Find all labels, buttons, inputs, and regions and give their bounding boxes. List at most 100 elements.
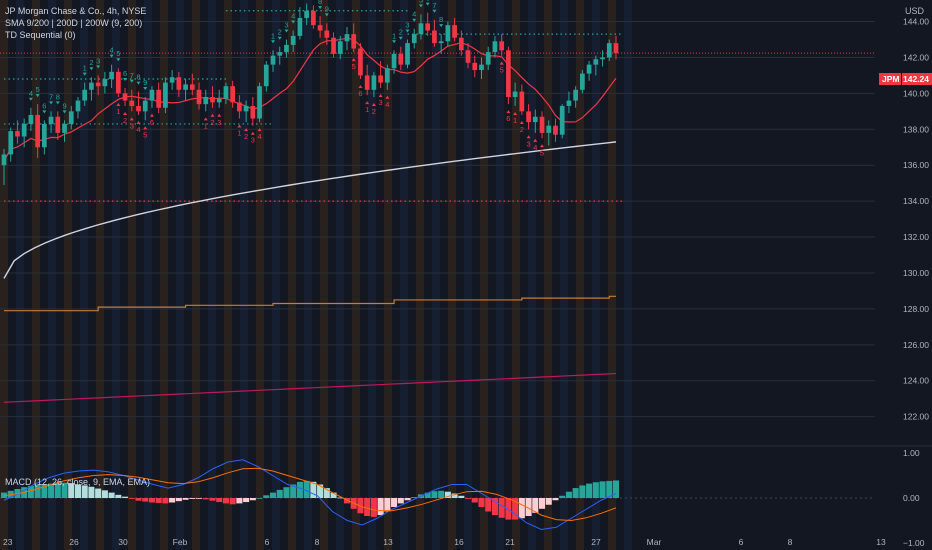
candle-body	[384, 68, 390, 83]
candle-body	[89, 82, 94, 90]
candle-body	[586, 64, 592, 74]
candle-body	[559, 105, 565, 135]
td-sell-marker	[82, 72, 87, 76]
macd-axis-tick: 0.00	[903, 493, 920, 503]
candle-body	[95, 82, 101, 87]
candle-body	[196, 89, 202, 105]
td-buy-marker	[116, 102, 121, 106]
td-sell-marker	[425, 2, 430, 6]
macd-histogram-bar	[364, 498, 371, 516]
candle-body	[156, 89, 162, 108]
td-buy-count: 3	[379, 98, 383, 107]
candle-body	[479, 64, 484, 71]
td-buy-marker	[365, 101, 370, 105]
td-sell-count: 2	[278, 28, 282, 37]
candle-body	[324, 30, 330, 38]
candle-body	[378, 75, 383, 83]
candle-body	[109, 71, 114, 80]
td-sell-count: 9	[325, 4, 329, 13]
macd-histogram-bar	[424, 492, 431, 498]
td-sell-count: 4	[291, 12, 295, 21]
td-sell-marker	[324, 13, 329, 17]
time-bands	[0, 0, 632, 550]
macd-histogram-bar	[498, 498, 505, 518]
candle-body	[169, 77, 175, 83]
candle-body	[371, 75, 377, 90]
session-band	[624, 0, 632, 550]
macd-histogram-bar	[34, 484, 41, 498]
macd-histogram-bar	[491, 498, 498, 516]
td-sell-count: 3	[96, 56, 100, 65]
macd-histogram-bar	[236, 498, 243, 504]
candle-body	[28, 114, 34, 124]
td-buy-marker	[378, 94, 383, 97]
candle-body	[176, 77, 182, 90]
macd-histogram-bar	[88, 486, 95, 498]
candle-body	[391, 53, 397, 69]
td-buy-count: 5	[352, 62, 356, 71]
candle-body	[411, 34, 417, 44]
td-buy-marker	[217, 113, 222, 117]
macd-histogram-bar	[330, 492, 337, 498]
macd-histogram-bar	[182, 498, 189, 500]
td-buy-count: 1	[365, 105, 369, 114]
time-axis-tick: 13	[876, 537, 886, 547]
candle-body	[485, 52, 491, 65]
td-sell-count: 8	[318, 0, 322, 6]
time-axis-tick: Feb	[173, 537, 188, 547]
td-sell-count: 5	[116, 49, 120, 58]
candle-body	[311, 10, 316, 26]
session-band	[176, 0, 184, 550]
candle-body	[358, 48, 363, 76]
macd-histogram-bar	[283, 487, 290, 498]
macd-histogram-bar	[41, 484, 48, 498]
candle-body	[438, 41, 444, 44]
macd-histogram-bar	[155, 498, 162, 503]
candle-body	[337, 41, 343, 54]
candle-body	[445, 25, 451, 42]
candle-body	[15, 131, 20, 137]
session-band	[240, 0, 248, 550]
td-buy-marker	[513, 111, 518, 115]
td-sell-marker	[405, 29, 410, 33]
price-axis-tick: 132.00	[903, 232, 929, 242]
td-sell-count: 5	[419, 0, 423, 4]
price-axis-tick: 124.00	[903, 376, 929, 386]
macd-histogram-bar	[391, 498, 398, 507]
candle-body	[539, 116, 545, 133]
td-buy-count: 5	[500, 66, 504, 75]
macd-histogram-bar	[384, 498, 391, 512]
sma-legend[interactable]: SMA 9/200 | 200D | 200W (9, 200)	[5, 18, 143, 28]
session-band	[336, 0, 344, 550]
price-axis-tick: 140.00	[903, 88, 929, 98]
macd-histogram-bar	[310, 481, 317, 498]
macd-histogram-bar	[565, 491, 572, 498]
macd-histogram-bar	[54, 482, 61, 498]
price-badge: 142.24	[902, 73, 932, 85]
macd-histogram-bar	[505, 498, 512, 520]
candle-body	[297, 17, 303, 36]
session-band	[544, 0, 552, 550]
price-axis-tick: 126.00	[903, 340, 929, 350]
time-axis-tick: 16	[454, 537, 464, 547]
td-sell-count: 6	[123, 69, 127, 78]
session-band	[464, 0, 472, 550]
macd-histogram-bar	[404, 498, 411, 501]
candle-body	[210, 96, 215, 103]
macd-histogram-bar	[438, 490, 445, 498]
candle-body	[142, 100, 148, 112]
session-band	[512, 0, 520, 550]
candle-body	[41, 123, 47, 148]
candle-body	[317, 25, 323, 31]
sma200w-line	[3, 372, 617, 403]
td-legend[interactable]: TD Sequential (0)	[5, 30, 76, 40]
price-axis-tick: 136.00	[903, 160, 929, 170]
td-buy-marker	[237, 124, 242, 128]
gridlines	[0, 21, 875, 418]
sma200d-line	[4, 295, 616, 312]
td-sell-count: 9	[143, 78, 147, 87]
td-sequential-labels: 4567891234567891234567891234567812345612…	[29, 0, 544, 157]
candle-body	[425, 23, 431, 31]
macd-legend[interactable]: MACD (12, 26, close, 9, EMA, EMA)	[5, 477, 151, 487]
